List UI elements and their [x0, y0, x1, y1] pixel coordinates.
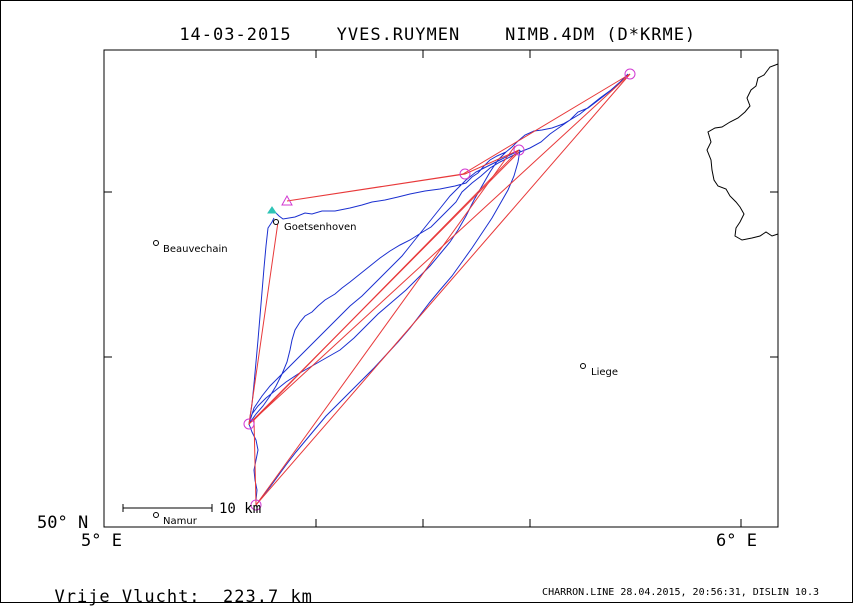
start-point-marker — [267, 206, 277, 214]
longitude-label-5e: 5° E — [81, 531, 122, 551]
flight-header: 14-03-2015 YVES.RUYMEN NIMB.4DM (D*KRME) — [0, 10, 853, 44]
scale-bar-label: 10 km — [219, 501, 261, 517]
free-flight-stats: Vrije Vlucht: 223.7 km — [32, 572, 313, 606]
place-label-namur: Namur — [163, 516, 198, 527]
task-legs — [248, 73, 631, 507]
turnpoint-marker — [513, 144, 525, 156]
flight-date: 14-03-2015 — [179, 25, 292, 45]
place-markers — [153, 219, 586, 518]
gps-track — [248, 73, 629, 506]
place-dot-namur — [153, 512, 159, 518]
axis-ticks — [104, 50, 778, 527]
place-label-beauvechain: Beauvechain — [163, 244, 228, 255]
turnpoints — [243, 68, 636, 511]
free-flight-label: Vrije Vlucht: — [54, 587, 201, 607]
turnpoint-marker — [243, 418, 255, 430]
place-dot-goetsenhoven — [273, 219, 279, 225]
map-frame — [103, 49, 779, 528]
scale-bar — [122, 504, 213, 512]
longitude-label-6e: 6° E — [716, 531, 757, 551]
start-triangle — [281, 194, 293, 206]
place-dot-liege — [580, 363, 586, 369]
turnpoint-marker — [459, 168, 471, 180]
pilot-name: YVES.RUYMEN — [336, 25, 461, 45]
turnpoint-marker — [624, 68, 636, 80]
footer-info: CHARRON.LINE 28.04.2015, 20:56:31, DISLI… — [542, 587, 819, 598]
glider-name: NIMB.4DM (D*KRME) — [505, 25, 697, 45]
place-label-goetsenhoven: Goetsenhoven — [284, 222, 357, 233]
free-flight-distance: 223.7 km — [223, 587, 313, 607]
place-dot-beauvechain — [153, 240, 159, 246]
country-border — [706, 63, 779, 241]
turnpoint-marker — [250, 499, 262, 511]
place-label-liege: Liege — [591, 367, 618, 378]
latitude-label: 50° N — [37, 513, 89, 533]
